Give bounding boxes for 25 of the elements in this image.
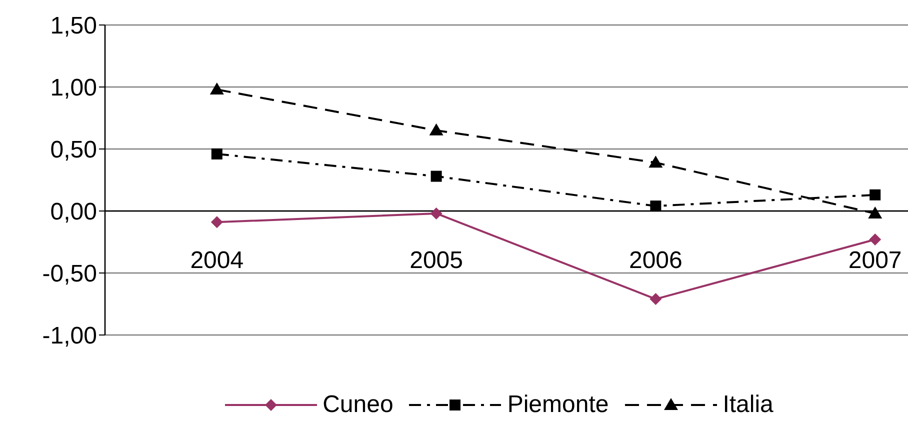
point	[210, 216, 223, 228]
y-tick-label: -0,50	[42, 260, 97, 288]
legend-label: Italia	[722, 391, 774, 419]
legend-label: Cuneo	[322, 391, 394, 419]
legend-label: Piemonte	[507, 391, 609, 419]
point	[648, 156, 663, 168]
y-tick-label: -1,00	[42, 322, 97, 350]
point	[429, 123, 444, 136]
point	[650, 293, 662, 306]
x-tick-label: 2007	[848, 246, 902, 274]
y-tick-label: 1,00	[50, 74, 97, 102]
point	[870, 189, 881, 200]
point	[430, 207, 442, 220]
point	[430, 170, 442, 182]
point	[650, 200, 662, 212]
y-tick-label: 1,50	[50, 12, 97, 40]
y-tick-label: 0,50	[50, 136, 97, 164]
x-tick-label: 2004	[190, 246, 244, 274]
x-tick-label: 2005	[410, 246, 463, 274]
point	[211, 148, 222, 160]
point	[868, 206, 882, 218]
point	[869, 234, 882, 246]
point	[210, 82, 224, 94]
y-tick-label: 0,00	[50, 198, 97, 226]
x-tick-label: 2006	[628, 246, 682, 274]
